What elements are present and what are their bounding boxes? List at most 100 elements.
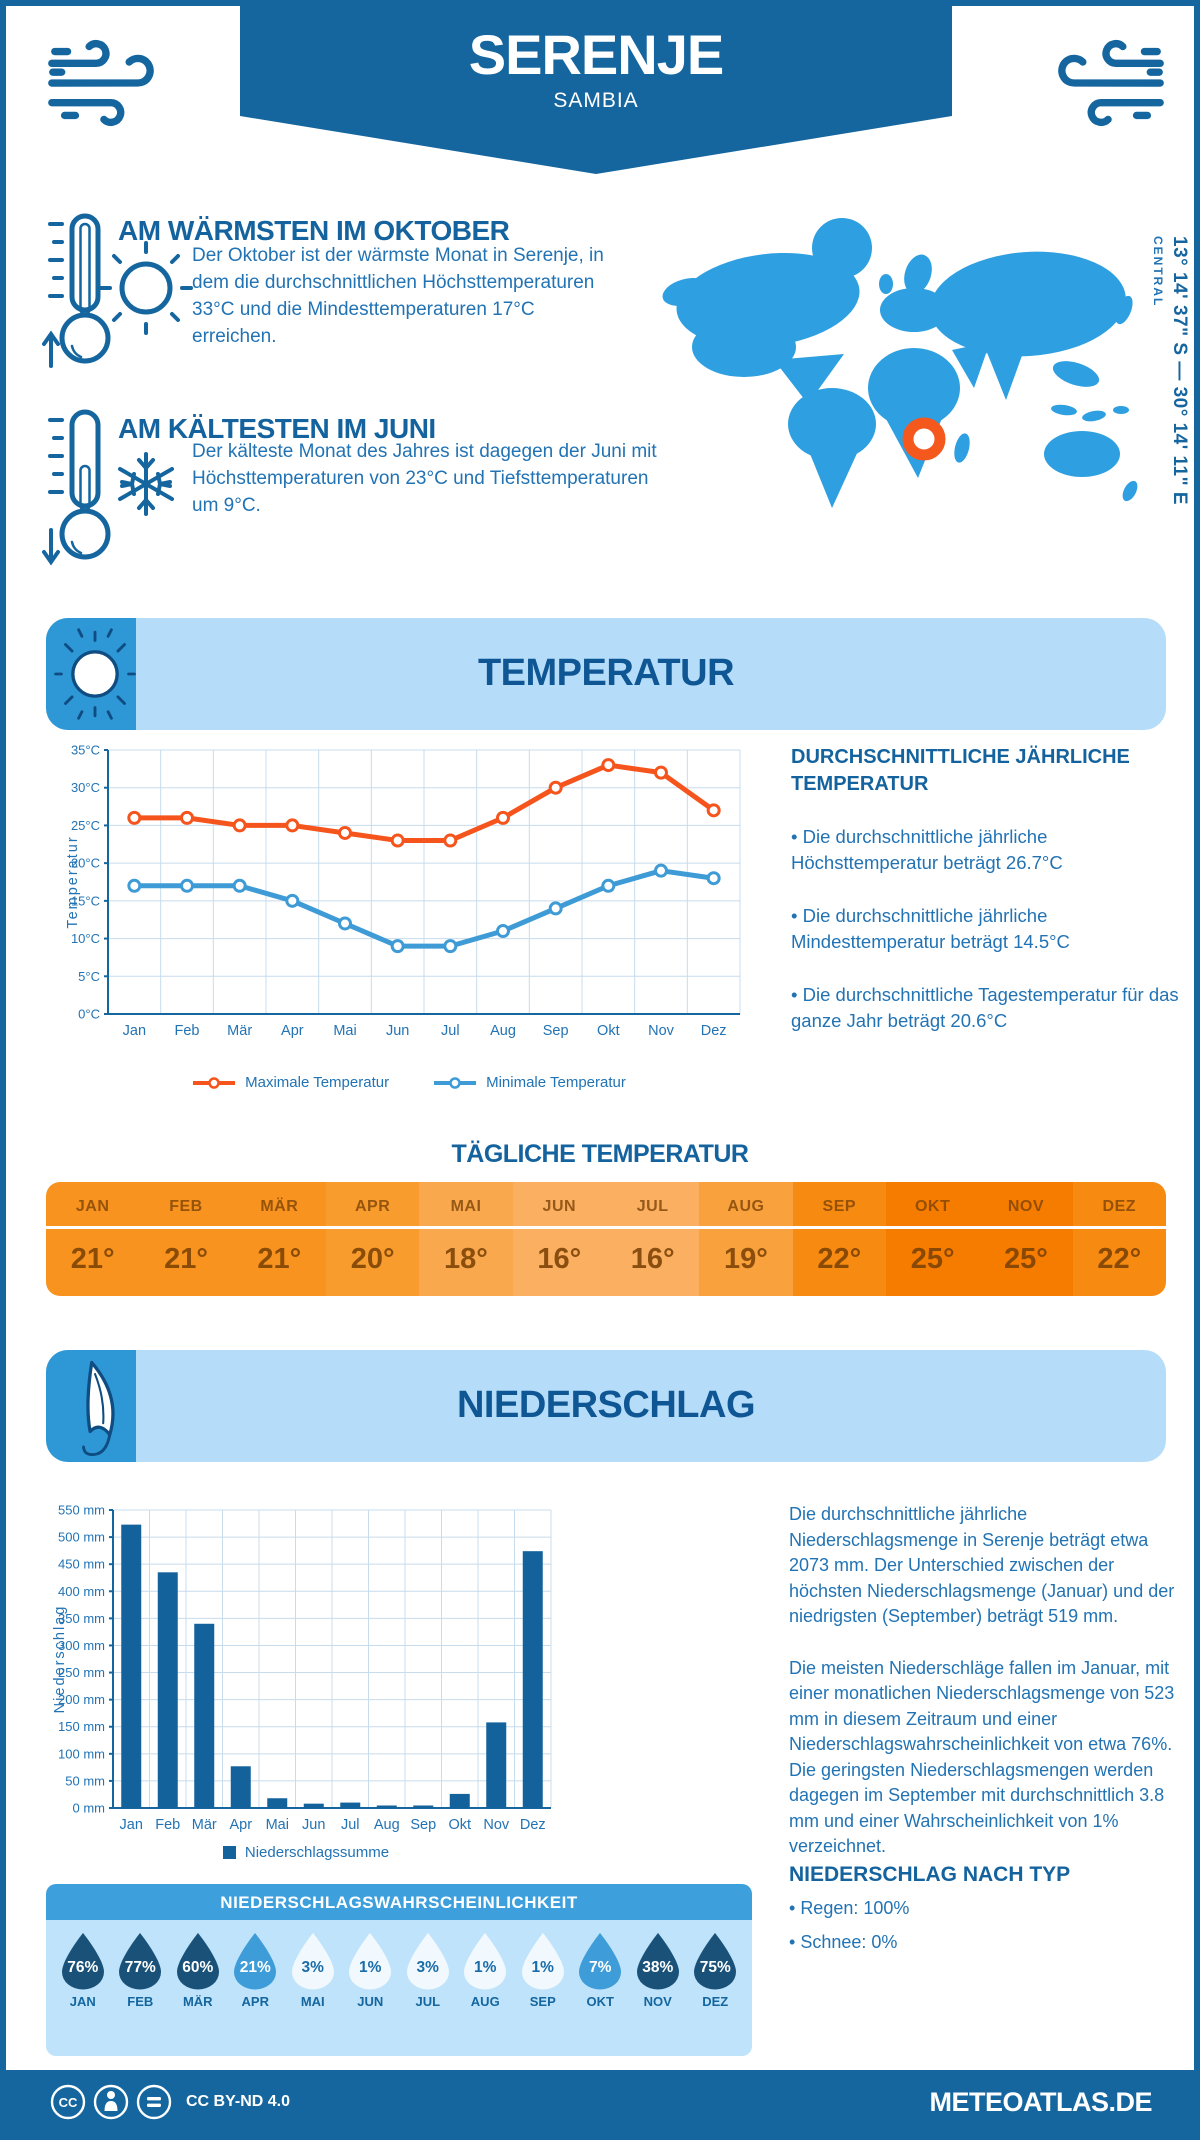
- daily-table-column: JAN 21°: [46, 1182, 140, 1296]
- temperature-fact: Die durchschnittliche jährliche Höchstte…: [791, 824, 1183, 876]
- precipitation-paragraph: Die durchschnittliche jährliche Niedersc…: [789, 1504, 1175, 1626]
- wind-icon: [1058, 40, 1164, 126]
- raindrop-icon: [176, 1933, 219, 1990]
- probability-value: 77%: [124, 1959, 156, 1976]
- probability-month-label: JAN: [69, 1994, 96, 2009]
- probability-month-label: AUG: [470, 1994, 500, 2009]
- temperature-facts: DURCHSCHNITTLICHE JÄHRLICHE TEMPERATUR D…: [791, 744, 1183, 1061]
- daily-temperature-value: 25°: [1004, 1243, 1048, 1275]
- svg-text:Okt: Okt: [597, 1023, 620, 1039]
- page-subtitle: SAMBIA: [553, 89, 639, 112]
- daily-table-column: MAI 18°: [419, 1182, 513, 1296]
- legend-label: Minimale Temperatur: [486, 1074, 626, 1091]
- daily-month-label: MÄR: [232, 1182, 326, 1229]
- daily-month-label: APR: [325, 1182, 420, 1229]
- precipitation-chart-legend: Niederschlagssumme: [51, 1844, 561, 1861]
- precipitation-type-heading: NIEDERSCHLAG NACH TYP: [789, 1862, 1071, 1886]
- probability-value: 21%: [239, 1959, 271, 1976]
- temperature-section-title: TEMPERATUR: [477, 652, 735, 694]
- probability-month-label: OKT: [586, 1994, 614, 2009]
- daily-table-column: MÄR 21°: [232, 1182, 326, 1296]
- daily-temperature-value: 22°: [1097, 1243, 1142, 1275]
- svg-text:0 mm: 0 mm: [73, 1801, 106, 1816]
- probability-value: 1%: [359, 1959, 382, 1976]
- svg-text:Mär: Mär: [227, 1023, 252, 1039]
- footer: CC CC BY-ND 4.0 METEOATLAS.DE: [6, 2070, 1194, 2134]
- location-marker: [902, 417, 946, 461]
- sun-icon: [54, 628, 136, 720]
- raindrop-icon: [636, 1933, 679, 1990]
- probability-value: 1%: [531, 1959, 554, 1976]
- precipitation-section-banner: NIEDERSCHLAG: [46, 1350, 1166, 1462]
- probability-value: 76%: [67, 1959, 99, 1976]
- svg-text:Jun: Jun: [302, 1817, 325, 1833]
- page-title: SERENJE: [468, 23, 724, 86]
- raindrop-icon: [291, 1933, 334, 1990]
- daily-month-label: MAI: [419, 1182, 513, 1229]
- probability-value: 7%: [589, 1959, 612, 1976]
- daily-month-label: NOV: [979, 1182, 1073, 1229]
- daily-temperature-value: 25°: [910, 1243, 955, 1275]
- license-block: CC CC BY-ND 4.0: [48, 2082, 290, 2122]
- raindrop-icon: [349, 1933, 392, 1990]
- probability-value: 38%: [642, 1959, 674, 1976]
- thermometer-warm-icon: [42, 213, 193, 368]
- daily-temperature-value: 18°: [444, 1243, 488, 1275]
- probability-drop: 60% MÄR: [169, 1930, 227, 2056]
- probability-month-label: JUL: [415, 1994, 441, 2009]
- probability-month-label: NOV: [643, 1994, 672, 2009]
- probability-drop: 1% JUN: [342, 1930, 400, 2056]
- probability-value: 60%: [182, 1959, 214, 1976]
- probability-drop: 1% SEP: [514, 1930, 572, 2056]
- probability-drop: 3% JUL: [399, 1930, 457, 2056]
- svg-text:Jul: Jul: [441, 1023, 460, 1039]
- svg-text:30°C: 30°C: [71, 780, 100, 795]
- precipitation-section-title: NIEDERSCHLAG: [456, 1384, 756, 1426]
- site-name: METEOATLAS.DE: [929, 2086, 1153, 2117]
- svg-text:Jan: Jan: [123, 1023, 146, 1039]
- svg-text:25°C: 25°C: [71, 818, 100, 833]
- svg-text:Mai: Mai: [266, 1817, 289, 1833]
- probability-month-label: FEB: [127, 1994, 154, 2009]
- svg-text:Aug: Aug: [490, 1023, 516, 1039]
- probability-month-label: JUN: [357, 1994, 384, 2009]
- legend-item: Minimale Temperatur: [433, 1074, 626, 1091]
- svg-text:10°C: 10°C: [71, 931, 100, 946]
- coordinates-text: 13° 14' 37" S — 30° 14' 11" E: [1169, 236, 1190, 506]
- svg-text:Feb: Feb: [155, 1817, 180, 1833]
- svg-text:Jul: Jul: [341, 1817, 360, 1833]
- probability-month-label: DEZ: [702, 1994, 729, 2009]
- daily-table-column: OKT 25°: [885, 1182, 980, 1296]
- daily-temperature-value: 21°: [164, 1243, 208, 1275]
- svg-text:100 mm: 100 mm: [58, 1746, 105, 1761]
- svg-text:400 mm: 400 mm: [58, 1584, 105, 1599]
- raindrop-icon: [406, 1933, 449, 1990]
- daily-month-label: JUN: [512, 1182, 606, 1229]
- precipitation-paragraph: Die meisten Niederschläge fallen im Janu…: [789, 1657, 1175, 1857]
- probability-drop: 1% AUG: [457, 1930, 515, 2056]
- probability-drop: 76% JAN: [54, 1930, 112, 2056]
- probability-heading: NIEDERSCHLAGSWAHRSCHEINLICHKEIT: [46, 1884, 752, 1920]
- daily-table-column: AUG 19°: [699, 1182, 793, 1296]
- wind-icon: [48, 40, 154, 126]
- svg-text:Apr: Apr: [229, 1817, 252, 1833]
- probability-drop: 75% DEZ: [687, 1930, 745, 2056]
- probability-drop: 21% APR: [227, 1930, 285, 2056]
- daily-temperature-value: 16°: [630, 1243, 675, 1275]
- svg-text:200 mm: 200 mm: [58, 1692, 105, 1707]
- daily-temperature-value: 16°: [537, 1243, 582, 1275]
- daily-table-column: APR 20°: [325, 1182, 420, 1296]
- daily-month-label: DEZ: [1072, 1182, 1166, 1229]
- svg-text:300 mm: 300 mm: [58, 1638, 105, 1653]
- svg-text:Nov: Nov: [648, 1023, 675, 1039]
- daily-temperature-value: 21°: [70, 1243, 115, 1275]
- legend-swatch: [222, 1846, 236, 1859]
- svg-text:Sep: Sep: [410, 1817, 436, 1833]
- probability-drop: 3% MAI: [284, 1930, 342, 2056]
- probability-value: 3%: [416, 1959, 439, 1976]
- thermometer-cold-icon: [42, 409, 174, 566]
- banner-cap: [46, 618, 136, 730]
- svg-text:Niederschlag: Niederschlag: [52, 1605, 68, 1714]
- creative-commons-icons: CC: [50, 2084, 172, 2120]
- snowflake-icon: [118, 452, 174, 516]
